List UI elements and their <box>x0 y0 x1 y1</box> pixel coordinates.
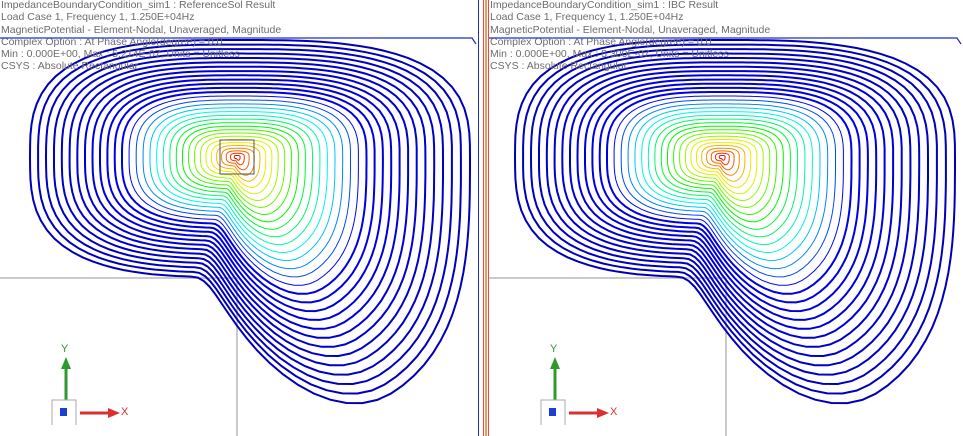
contour-line <box>529 48 938 386</box>
complex-option: Complex Option : At Phase Angle(degree) … <box>1 35 223 48</box>
contour-line <box>162 114 321 246</box>
y-axis-label: Y <box>61 343 69 355</box>
contour-line <box>718 155 726 161</box>
load-case: Load Case 1, Frequency 1, 1.250E+04Hz <box>1 11 195 24</box>
contour-line <box>188 129 292 215</box>
contour-line <box>91 74 401 330</box>
contour-line <box>613 95 844 286</box>
viewport-divider <box>478 0 479 436</box>
reference-result-viewport[interactable]: ImpedanceBoundaryCondition_sim1 : Refere… <box>0 0 478 436</box>
contour-line <box>522 43 947 395</box>
domain-boundary <box>489 37 962 45</box>
csys: CSYS : Absolute Rectangular <box>1 60 139 73</box>
result-title: ImpedanceBoundaryCondition_sim1 : Refere… <box>1 0 276 11</box>
contour-line <box>667 125 784 223</box>
result-info-header: ImpedanceBoundaryCondition_sim1 : Refere… <box>1 0 281 73</box>
contour-line <box>60 57 436 367</box>
contour-line <box>106 82 384 313</box>
viewport-splitter[interactable] <box>483 0 489 436</box>
contour-line <box>654 118 799 238</box>
contour-line <box>634 107 821 262</box>
contour-line <box>182 125 299 223</box>
contour-line <box>156 111 328 254</box>
x-axis-label: X <box>610 406 618 418</box>
contour-line <box>199 135 279 201</box>
result-type: MagneticPotential - Element-Nodal, Unave… <box>1 23 282 36</box>
contour-line <box>684 135 764 201</box>
contour-line <box>598 86 861 304</box>
result-type: MagneticPotential - Element-Nodal, Unave… <box>490 23 771 36</box>
contour-line <box>28 39 471 405</box>
min-max: Min : 0.000E+00, Max : 5.214E-07, Units … <box>1 48 240 61</box>
contour-line <box>113 86 376 304</box>
contour-line <box>641 111 813 254</box>
contour-line <box>706 147 740 176</box>
ibc-result-viewport[interactable]: ImpedanceBoundaryCondition_sim1 : IBC Re… <box>489 0 963 436</box>
contour-line <box>216 145 261 182</box>
contour-line <box>569 70 895 339</box>
contour-line <box>561 65 903 348</box>
contour-line <box>37 43 462 395</box>
contour-line <box>620 99 836 278</box>
contour-line <box>221 147 255 176</box>
contour-line <box>149 107 336 262</box>
contour-line <box>128 95 359 286</box>
contour-line <box>545 57 921 367</box>
contour-line <box>696 142 752 188</box>
result-info-header: ImpedanceBoundaryCondition_sim1 : IBC Re… <box>490 0 770 73</box>
contour-line <box>233 155 241 161</box>
contour-line <box>679 132 771 208</box>
contour-line <box>84 70 410 339</box>
contour-line <box>44 48 453 386</box>
y-axis-label: Y <box>550 343 558 355</box>
contour-line <box>553 61 912 358</box>
contour-line <box>53 52 444 376</box>
triad-axes <box>51 357 120 428</box>
contour-plot <box>489 37 962 436</box>
triad-axes <box>540 357 609 428</box>
contour-line <box>142 103 344 270</box>
contour-line <box>135 99 351 278</box>
coordinate-triad-icon[interactable]: Y X <box>48 343 138 428</box>
x-axis-label: X <box>121 406 129 418</box>
complex-option: Complex Option : At Phase Angle(degree) … <box>490 35 712 48</box>
contour-line <box>606 91 853 295</box>
contour-line <box>225 150 250 171</box>
contour-line <box>211 142 267 188</box>
contour-line <box>68 61 427 358</box>
contour-line <box>576 74 886 330</box>
result-title: ImpedanceBoundaryCondition_sim1 : IBC Re… <box>490 0 719 11</box>
contour-line <box>584 78 878 321</box>
contour-line <box>121 91 368 295</box>
min-max: Min : 0.000E+00, Max : 5.300E-07, Units … <box>490 48 729 61</box>
contour-line <box>205 139 273 195</box>
contour-line <box>673 129 777 215</box>
contour-line <box>538 52 929 376</box>
contour-line <box>710 150 735 171</box>
contour-line <box>647 114 806 246</box>
conductor-outline <box>219 139 255 175</box>
contour-line <box>690 139 758 195</box>
contour-line <box>513 39 956 405</box>
contour-line <box>175 122 306 230</box>
contour-line <box>76 65 418 348</box>
contour-plot <box>0 37 477 436</box>
contour-line <box>715 152 730 166</box>
csys: CSYS : Absolute Rectangular <box>490 60 628 73</box>
contour-line <box>230 152 245 166</box>
contour-line <box>169 118 314 238</box>
domain-boundary <box>0 37 477 45</box>
contour-line <box>660 122 791 230</box>
contour-line <box>591 82 869 313</box>
contour-line <box>194 132 286 208</box>
contour-line <box>701 145 746 182</box>
contour-line <box>99 78 393 321</box>
contour-line <box>627 103 829 270</box>
coordinate-triad-icon[interactable]: Y X <box>537 343 627 428</box>
load-case: Load Case 1, Frequency 1, 1.250E+04Hz <box>490 11 684 24</box>
